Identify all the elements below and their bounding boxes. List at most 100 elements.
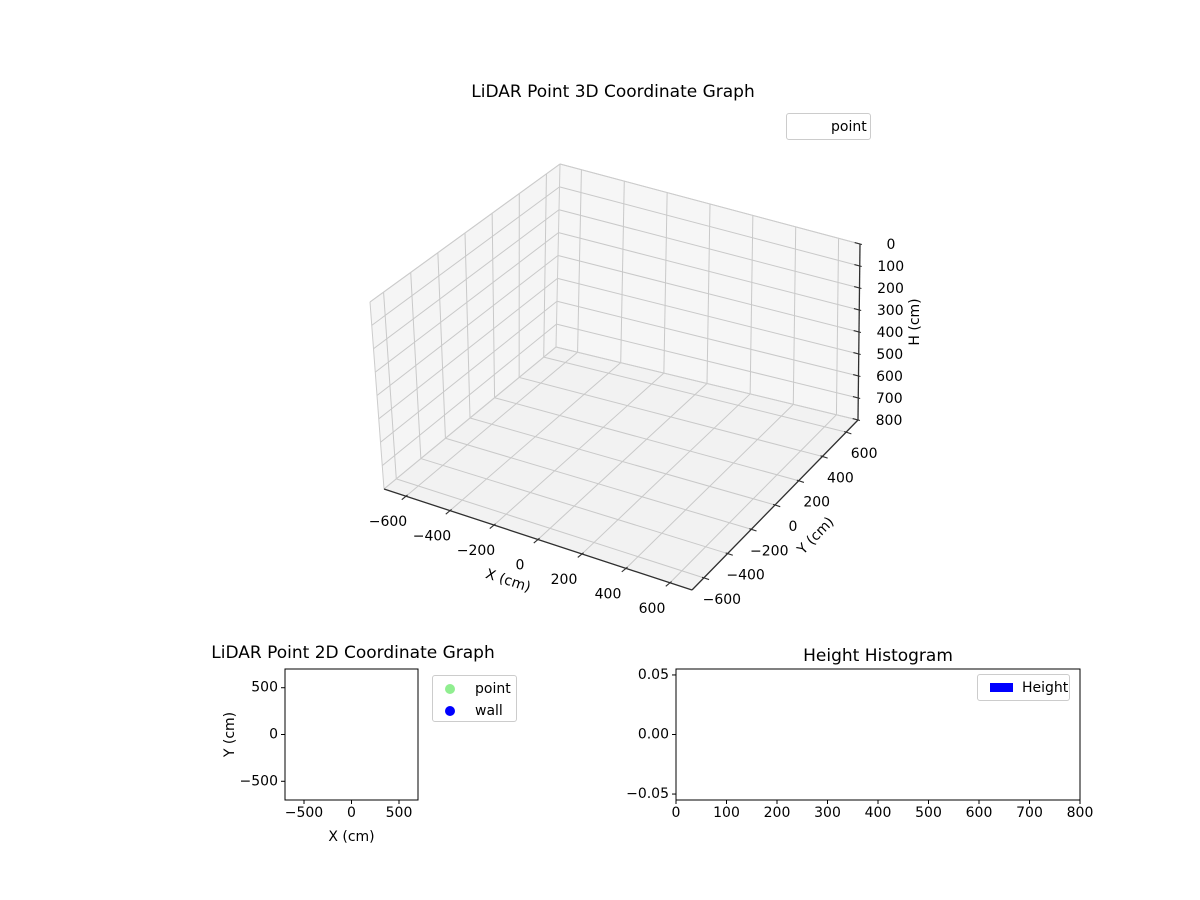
grid-h-right-wall bbox=[557, 255, 860, 333]
x-tick-3d bbox=[665, 581, 672, 587]
legend-item-wall: wall bbox=[433, 700, 516, 722]
h-tick-3d bbox=[853, 374, 861, 378]
y-tick-3d bbox=[820, 455, 828, 459]
y-tick-3d bbox=[796, 479, 805, 483]
x-tick-label-3d: 400 bbox=[595, 586, 622, 602]
grid-y-floor bbox=[396, 478, 705, 579]
h-axis-label-3d: H (cm) bbox=[907, 298, 923, 345]
grid-y-floor bbox=[445, 437, 752, 530]
lidar-2d-y-tick-label: 0 bbox=[269, 727, 278, 743]
grid-h-right-wall bbox=[559, 186, 860, 267]
pane-edge bbox=[555, 346, 859, 421]
grid-h-left-wall bbox=[381, 323, 557, 467]
x-tick-3d bbox=[577, 552, 584, 558]
grid-h-right-wall bbox=[556, 300, 859, 377]
plot2d-title: LiDAR Point 2D Coordinate Graph bbox=[211, 643, 495, 663]
plot3d-title: LiDAR Point 3D Coordinate Graph bbox=[471, 82, 755, 102]
legend-label-height: Height bbox=[1022, 679, 1069, 696]
x-axis-label-3d: X (cm) bbox=[484, 566, 533, 596]
h-tick-3d bbox=[852, 396, 861, 400]
height-histogram-x-tick-label: 500 bbox=[915, 805, 942, 821]
grid-h-right-wall bbox=[558, 209, 860, 289]
y-tick-label-3d: 0 bbox=[789, 519, 798, 535]
y-tick-label-3d: −400 bbox=[726, 568, 764, 584]
lidar-2d-frame bbox=[284, 668, 419, 801]
grid-y-floor bbox=[543, 356, 847, 433]
height-histogram-x-tick-label: 400 bbox=[865, 805, 892, 821]
pane-left bbox=[370, 164, 560, 489]
h-tick-3d bbox=[854, 264, 862, 268]
grid-h-right-wall bbox=[558, 232, 860, 311]
lidar-2d-y-tick-label: −500 bbox=[240, 773, 278, 789]
lidar-2d-x-tick-label: 500 bbox=[386, 805, 413, 821]
y-tick-3d bbox=[772, 503, 781, 508]
h-tick-label-3d: 600 bbox=[876, 369, 903, 385]
height-histogram-y-tick-label: −0.05 bbox=[626, 786, 669, 802]
grid-h-left-wall bbox=[376, 255, 559, 396]
lidar-2d-y-axis-label: Y (cm) bbox=[222, 712, 238, 758]
height-histogram-y-tick-label: 0.05 bbox=[638, 667, 669, 683]
height-histogram-x-tick-label: 300 bbox=[814, 805, 841, 821]
height-histogram-x-tick-label: 700 bbox=[1016, 805, 1043, 821]
height-histogram-x-tick-label: 200 bbox=[764, 805, 791, 821]
h-tick-3d bbox=[854, 242, 863, 246]
y-tick-label-3d: 400 bbox=[827, 470, 854, 486]
plot2d-legend: point wall bbox=[432, 675, 517, 722]
lidar-2d-x-tick-label: 0 bbox=[347, 805, 356, 821]
grid-h-right-wall bbox=[557, 277, 859, 355]
x-tick-3d bbox=[445, 508, 452, 515]
grid-h-right-wall bbox=[556, 323, 859, 399]
y-tick-3d bbox=[749, 528, 757, 532]
h-tick-3d bbox=[853, 352, 861, 356]
grid-y-floor bbox=[494, 397, 799, 482]
height-histogram-y-tick-label: 0.00 bbox=[638, 727, 669, 743]
legend-label-wall: wall bbox=[475, 703, 503, 719]
y-tick-3d bbox=[725, 552, 733, 556]
pane-edge bbox=[369, 301, 385, 490]
h-tick-3d bbox=[853, 330, 862, 334]
x-tick-3d bbox=[401, 494, 408, 501]
pane-floor bbox=[384, 347, 858, 590]
x-tick-label-3d: −600 bbox=[369, 514, 407, 530]
hist-legend: Height bbox=[977, 674, 1070, 701]
h-tick-label-3d: 200 bbox=[877, 281, 904, 297]
h-tick-label-3d: 100 bbox=[877, 259, 904, 275]
height-histogram-x-tick-label: 600 bbox=[966, 805, 993, 821]
pane-edge bbox=[383, 346, 557, 490]
legend-item-point: point bbox=[433, 678, 516, 700]
y-tick-3d bbox=[701, 576, 710, 581]
pane-edge bbox=[559, 163, 861, 245]
pane-edge bbox=[555, 163, 561, 348]
h-tick-3d bbox=[854, 286, 862, 290]
h-tick-label-3d: 300 bbox=[877, 303, 904, 319]
lidar-2d-x-tick-label: −500 bbox=[285, 805, 323, 821]
y-axis-label-3d: Y (cm) bbox=[794, 514, 838, 558]
grid-y-floor bbox=[420, 458, 728, 555]
hist-title: Height Histogram bbox=[803, 646, 953, 666]
plot3d-legend: point bbox=[786, 113, 871, 140]
lidar-2d-x-axis-label: X (cm) bbox=[328, 829, 374, 845]
h-tick-3d bbox=[853, 308, 862, 312]
x-tick-3d bbox=[533, 537, 540, 544]
x-tick-label-3d: −400 bbox=[413, 529, 451, 545]
h-tick-label-3d: 0 bbox=[887, 237, 896, 253]
h-tick-label-3d: 800 bbox=[876, 413, 903, 429]
grid-y-floor bbox=[519, 376, 823, 457]
y-tick-label-3d: −600 bbox=[703, 592, 741, 608]
x-tick-label-3d: 600 bbox=[639, 601, 666, 617]
pane-right bbox=[556, 164, 860, 420]
grid-y-floor bbox=[469, 417, 776, 506]
y-tick-label-3d: 200 bbox=[803, 495, 830, 511]
y-tick-label-3d: 600 bbox=[851, 446, 878, 462]
grid-h-left-wall bbox=[378, 277, 558, 420]
x-tick-label-3d: −200 bbox=[457, 543, 495, 559]
x-tick-3d bbox=[489, 523, 496, 530]
height-histogram-x-tick-label: 800 bbox=[1067, 805, 1094, 821]
height-histogram-x-tick-label: 0 bbox=[672, 805, 681, 821]
plot3d-legend-label-point: point bbox=[831, 118, 867, 135]
grid-h-left-wall bbox=[374, 232, 559, 373]
point-marker-icon bbox=[445, 684, 455, 694]
x-tick-label-3d: 200 bbox=[551, 572, 578, 588]
